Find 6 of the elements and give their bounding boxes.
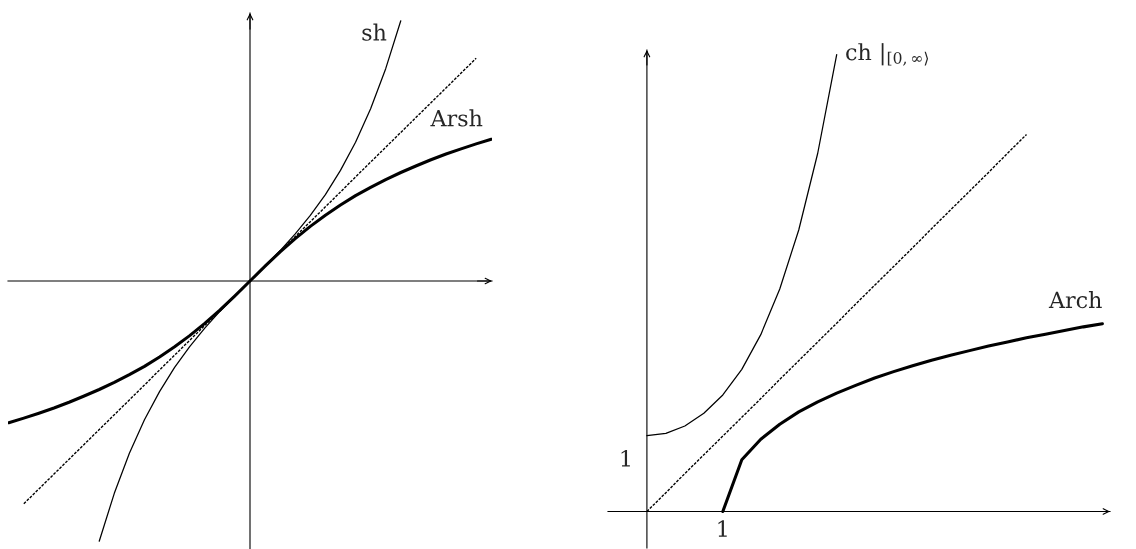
series-label: sh	[362, 23, 387, 41]
series-label: Arsh	[430, 109, 483, 127]
series-label: Arch	[1048, 291, 1102, 309]
series-label: ch |$_{[0,∞⟩}$	[846, 43, 929, 66]
text: 1	[718, 520, 727, 537]
annotation: 1	[621, 449, 630, 467]
